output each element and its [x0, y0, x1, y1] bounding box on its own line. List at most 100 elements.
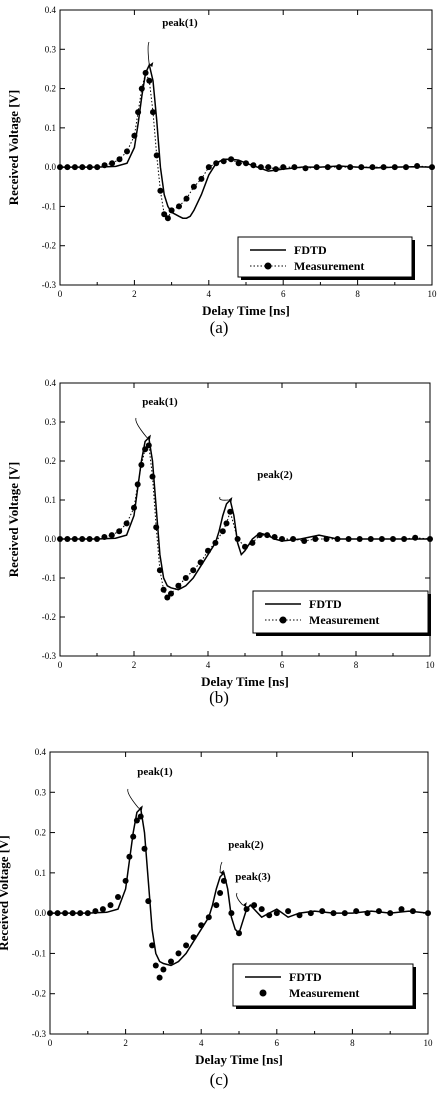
data-point-measurement: [190, 183, 197, 190]
legend-box: [232, 963, 414, 1007]
y-tick-label: 0.0: [45, 162, 57, 172]
data-point-measurement: [54, 910, 61, 917]
x-tick-label: 2: [123, 1038, 128, 1048]
data-point-measurement: [313, 164, 320, 171]
legend-label: FDTD: [309, 597, 342, 611]
data-point-measurement: [101, 162, 108, 169]
data-point-measurement: [198, 175, 205, 182]
legend-label: FDTD: [294, 243, 327, 257]
data-point-measurement: [412, 534, 419, 541]
data-point-measurement: [107, 902, 114, 909]
legend-swatch-marker: [279, 616, 287, 624]
data-point-measurement: [291, 164, 298, 171]
y-tick-label: -0.3: [32, 1029, 47, 1039]
data-point-measurement: [264, 532, 271, 539]
data-point-measurement: [220, 158, 227, 165]
data-point-measurement: [330, 910, 337, 917]
data-point-measurement: [176, 203, 182, 210]
y-tick-label: 0.4: [45, 5, 57, 15]
data-point-measurement: [152, 962, 159, 969]
annotation-arrowhead: [149, 62, 154, 67]
data-point-measurement: [168, 207, 175, 214]
peak-annotation: peak(1): [162, 17, 198, 29]
data-point-measurement: [123, 520, 130, 527]
data-point-measurement: [142, 446, 149, 453]
y-tick-label: 0.2: [45, 456, 56, 466]
data-point-measurement: [228, 910, 235, 917]
data-point-measurement: [312, 536, 319, 542]
data-point-measurement: [345, 536, 352, 542]
y-tick-label: 0.4: [35, 747, 47, 757]
data-point-measurement: [243, 906, 250, 913]
legend-swatch-marker: [259, 989, 267, 997]
y-tick-label: 0.3: [45, 44, 57, 54]
data-point-measurement: [135, 109, 142, 116]
data-point-measurement: [375, 908, 382, 915]
data-point-measurement: [94, 536, 100, 542]
data-point-measurement: [251, 902, 258, 909]
legend-box: [237, 236, 413, 278]
data-point-measurement: [398, 906, 405, 913]
data-point-measurement: [323, 536, 330, 542]
legend-label: Measurement: [309, 613, 379, 627]
x-axis-title: Delay Time [ns]: [201, 674, 289, 689]
data-point-measurement: [71, 164, 78, 171]
x-tick-label: 2: [132, 289, 137, 299]
data-point-measurement: [175, 950, 182, 957]
series-line-fdtd: [60, 435, 430, 591]
data-point-measurement: [175, 582, 182, 589]
data-point-measurement: [116, 528, 123, 535]
data-point-measurement: [205, 164, 212, 171]
y-tick-label: 0.1: [35, 868, 46, 878]
annotation-arrowhead: [138, 805, 143, 811]
annotation-arrowhead: [228, 497, 233, 502]
legend-label: FDTD: [289, 970, 322, 984]
data-point-measurement: [324, 164, 331, 171]
data-point-measurement: [164, 215, 171, 222]
data-point-measurement: [249, 539, 256, 546]
data-point-measurement: [79, 164, 86, 171]
data-point-measurement: [156, 567, 163, 574]
data-point-measurement: [64, 164, 71, 171]
y-axis-title: Received Voltage [V]: [6, 462, 21, 578]
data-point-measurement: [190, 567, 197, 574]
data-point-measurement: [164, 594, 171, 601]
data-point-measurement: [168, 958, 174, 965]
annotation-leader: [236, 892, 244, 906]
data-point-measurement: [220, 877, 227, 884]
series-line-fdtd: [60, 62, 433, 219]
chart-panel: 0 2 4 6 8 10 -0.3 -0.2 -0.1 0.0 0.1 0.2 0.3 0.4 Delay …: [6, 5, 437, 337]
x-axis-title: Delay Time [ns]: [195, 1052, 283, 1067]
data-point-measurement: [77, 910, 84, 917]
data-point-measurement: [138, 461, 145, 468]
x-tick-label: 6: [281, 289, 286, 299]
data-point-measurement: [213, 902, 220, 909]
data-point-measurement: [190, 934, 197, 941]
data-point-measurement: [146, 77, 153, 84]
y-tick-label: 0.4: [45, 378, 57, 388]
data-point-measurement: [145, 898, 152, 905]
data-point-measurement: [296, 912, 303, 919]
data-point-measurement: [353, 908, 360, 915]
data-point-measurement: [409, 908, 416, 915]
data-point-measurement: [101, 534, 108, 540]
data-point-measurement: [401, 536, 408, 542]
data-point-measurement: [212, 539, 219, 546]
data-point-measurement: [285, 908, 292, 915]
figure-caption: (b): [209, 688, 229, 707]
legend-swatch-marker: [264, 262, 272, 270]
data-point-measurement: [217, 890, 224, 896]
data-point-measurement: [235, 160, 242, 167]
y-tick-label: 0.0: [35, 908, 47, 918]
series-line-measurement: [60, 71, 433, 220]
x-tick-label: 8: [355, 289, 360, 299]
data-point-measurement: [227, 508, 234, 515]
data-point-measurement: [149, 473, 156, 480]
data-point-measurement: [160, 586, 167, 593]
data-point-measurement: [141, 845, 148, 852]
data-point-measurement: [279, 536, 285, 542]
data-point-measurement: [205, 914, 212, 921]
data-point-measurement: [336, 164, 342, 171]
data-point-measurement: [62, 910, 69, 917]
x-tick-label: 10: [428, 289, 438, 299]
